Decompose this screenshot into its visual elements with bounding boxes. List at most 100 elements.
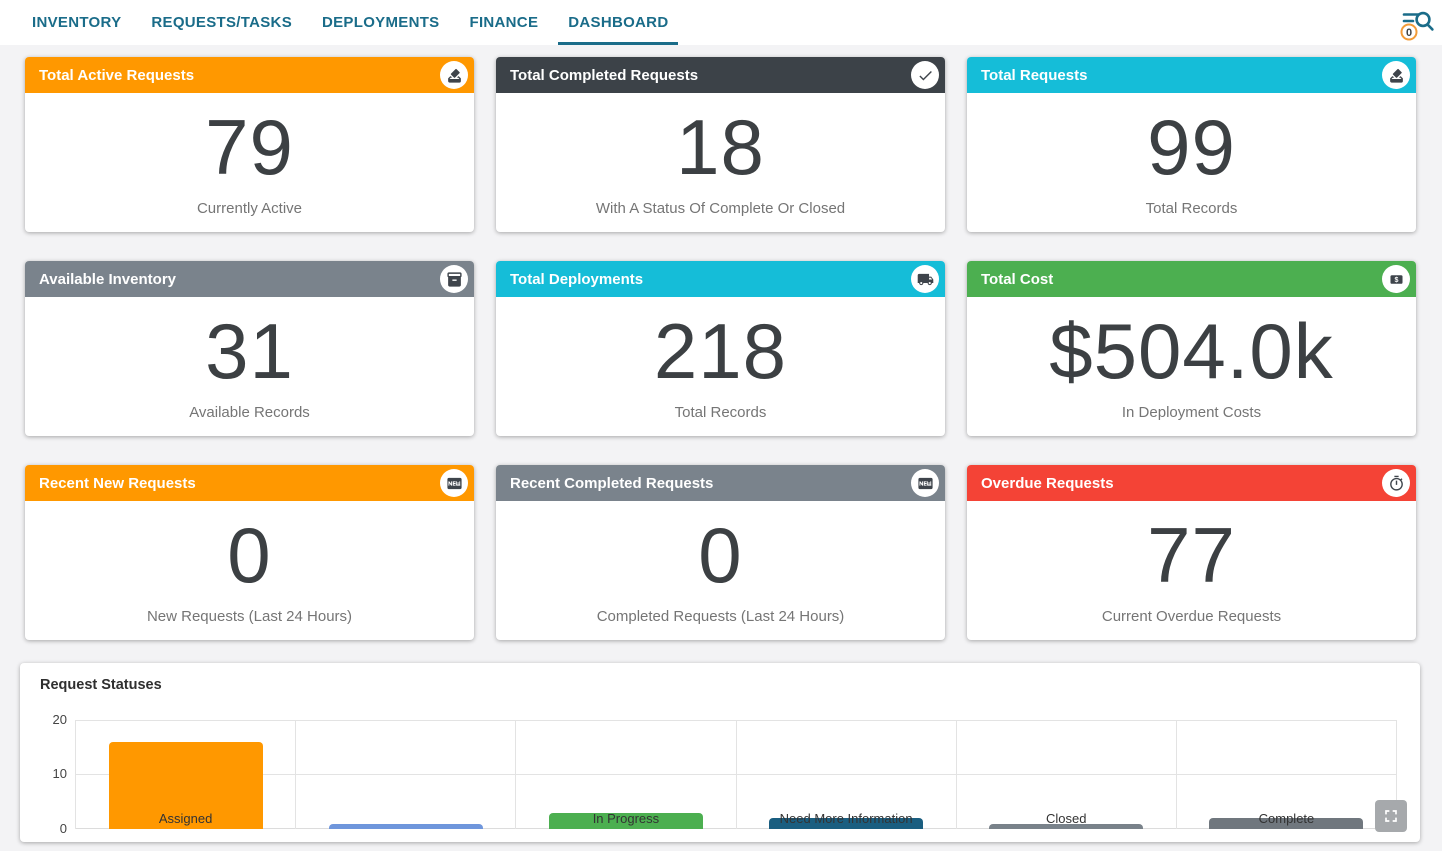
chart-column xyxy=(296,720,517,829)
tab-dashboard[interactable]: DASHBOARD xyxy=(558,0,679,45)
card-header: Total Active Requests xyxy=(25,57,474,93)
card-body: $504.0k In Deployment Costs xyxy=(967,297,1416,436)
tab-inventory[interactable]: INVENTORY xyxy=(32,14,122,31)
card-body: 18 With A Status Of Complete Or Closed xyxy=(496,93,945,232)
card-header: Total Cost $ xyxy=(967,261,1416,297)
card-title: Recent Completed Requests xyxy=(510,474,714,492)
new-badge-icon xyxy=(440,469,468,497)
tab-requests-tasks[interactable]: REQUESTS/TASKS xyxy=(151,14,292,31)
card-header: Total Requests xyxy=(967,57,1416,93)
chart-column: Assigned xyxy=(76,720,297,829)
chart-column: Closed xyxy=(957,720,1177,829)
bar-label: Assigned xyxy=(158,811,213,826)
card-available-inventory: Available Inventory 31 Available Records xyxy=(25,261,474,436)
search-button[interactable]: 0 xyxy=(1394,1,1438,45)
card-title: Total Requests xyxy=(981,66,1088,84)
card-subtitle: Total Records xyxy=(674,404,767,421)
card-value: 0 xyxy=(227,510,272,599)
card-header: Recent Completed Requests xyxy=(496,465,945,501)
card-total-requests: Total Requests 99 Total Records xyxy=(967,57,1416,232)
bar-label: In Progress xyxy=(592,811,660,826)
card-total-completed-requests: Total Completed Requests 18 With A Statu… xyxy=(496,57,945,232)
card-title: Recent New Requests xyxy=(39,474,196,492)
card-value: 31 xyxy=(205,306,294,395)
card-body: 31 Available Records xyxy=(25,297,474,436)
top-nav: INVENTORY REQUESTS/TASKS DEPLOYMENTS FIN… xyxy=(0,0,1442,45)
bar-label: Closed xyxy=(1046,811,1087,826)
card-overdue-requests: Overdue Requests 77 Current Overdue Requ… xyxy=(967,465,1416,640)
inventory-icon xyxy=(440,265,468,293)
card-value: 77 xyxy=(1147,510,1236,599)
svg-text:0: 0 xyxy=(1406,27,1412,39)
card-body: 99 Total Records xyxy=(967,93,1416,232)
card-subtitle: Completed Requests (Last 24 Hours) xyxy=(596,608,845,625)
card-subtitle: With A Status Of Complete Or Closed xyxy=(595,200,846,217)
truck-icon xyxy=(911,265,939,293)
card-subtitle: Current Overdue Requests xyxy=(1101,608,1282,625)
card-value: 79 xyxy=(205,102,294,191)
chart-plot: 20 10 0 Assigned In Progress Need More Inf… xyxy=(53,712,1398,836)
card-recent-completed-requests: Recent Completed Requests 0 Completed Re… xyxy=(496,465,945,640)
chart-column: Need More Information xyxy=(737,720,957,829)
card-header: Recent New Requests xyxy=(25,465,474,501)
new-badge-icon xyxy=(911,469,939,497)
bar-complete[interactable] xyxy=(1209,818,1364,829)
card-title: Overdue Requests xyxy=(981,474,1114,492)
card-total-cost: Total Cost $ $504.0k In Deployment Costs xyxy=(967,261,1416,436)
card-value: 218 xyxy=(653,306,788,395)
bar-label: Need More Information xyxy=(779,811,913,826)
card-title: Total Active Requests xyxy=(39,66,195,84)
card-title: Total Cost xyxy=(981,270,1054,288)
card-subtitle: In Deployment Costs xyxy=(1121,404,1262,421)
card-value: 18 xyxy=(676,102,765,191)
tab-deployments[interactable]: DEPLOYMENTS xyxy=(322,14,440,31)
card-subtitle: Currently Active xyxy=(196,200,303,217)
card-header: Overdue Requests xyxy=(967,465,1416,501)
card-total-deployments: Total Deployments 218 Total Records xyxy=(496,261,945,436)
card-subtitle: New Requests (Last 24 Hours) xyxy=(146,608,353,625)
svg-text:$: $ xyxy=(1394,276,1398,284)
card-body: 218 Total Records xyxy=(496,297,945,436)
card-body: 77 Current Overdue Requests xyxy=(967,501,1416,640)
card-body: 79 Currently Active xyxy=(25,93,474,232)
card-value: 99 xyxy=(1147,102,1236,191)
ballot-icon xyxy=(440,61,468,89)
bar-closed[interactable] xyxy=(989,824,1144,829)
bar-label: Complete xyxy=(1258,811,1315,826)
y-tick-0: 0 xyxy=(59,821,67,836)
chart-title: Request Statuses xyxy=(40,677,162,693)
card-total-active-requests: Total Active Requests 79 Currently Activ… xyxy=(25,57,474,232)
card-title: Available Inventory xyxy=(39,270,176,288)
chart-column: In Progress xyxy=(516,720,737,829)
bar-in-progress[interactable] xyxy=(548,813,703,829)
card-body: 0 New Requests (Last 24 Hours) xyxy=(25,501,474,640)
tab-finance[interactable]: FINANCE xyxy=(469,14,539,31)
bar-unlabeled[interactable] xyxy=(328,824,483,829)
card-value: 0 xyxy=(698,510,743,599)
y-tick-20: 20 xyxy=(52,712,67,727)
card-body: 0 Completed Requests (Last 24 Hours) xyxy=(496,501,945,640)
request-statuses-chart-card: Request Statuses 20 10 0 Assigned In Prog… xyxy=(20,663,1420,842)
card-title: Total Deployments xyxy=(510,270,644,288)
ballot-icon xyxy=(1382,61,1410,89)
search-list-icon: 0 xyxy=(1400,11,1434,41)
check-icon xyxy=(911,61,939,89)
card-recent-new-requests: Recent New Requests 0 New Requests (Last… xyxy=(25,465,474,640)
bar-assigned[interactable] xyxy=(108,742,263,829)
card-title: Total Completed Requests xyxy=(510,66,699,84)
fullscreen-icon xyxy=(1385,810,1397,822)
bar-need-more-information[interactable] xyxy=(769,818,924,829)
chart-column: Complete xyxy=(1177,720,1398,829)
card-header: Available Inventory xyxy=(25,261,474,297)
card-value: $504.0k xyxy=(1049,306,1334,395)
y-tick-10: 10 xyxy=(52,766,67,781)
card-header: Total Deployments xyxy=(496,261,945,297)
card-header: Total Completed Requests xyxy=(496,57,945,93)
chart-fullscreen-button[interactable] xyxy=(1375,800,1407,832)
money-icon: $ xyxy=(1382,265,1410,293)
card-subtitle: Total Records xyxy=(1145,200,1238,217)
timer-icon xyxy=(1382,469,1410,497)
search-badge: 0 xyxy=(1400,23,1418,41)
card-subtitle: Available Records xyxy=(189,404,310,421)
metric-cards-grid: Total Active Requests 79 Currently Activ… xyxy=(0,45,1442,640)
